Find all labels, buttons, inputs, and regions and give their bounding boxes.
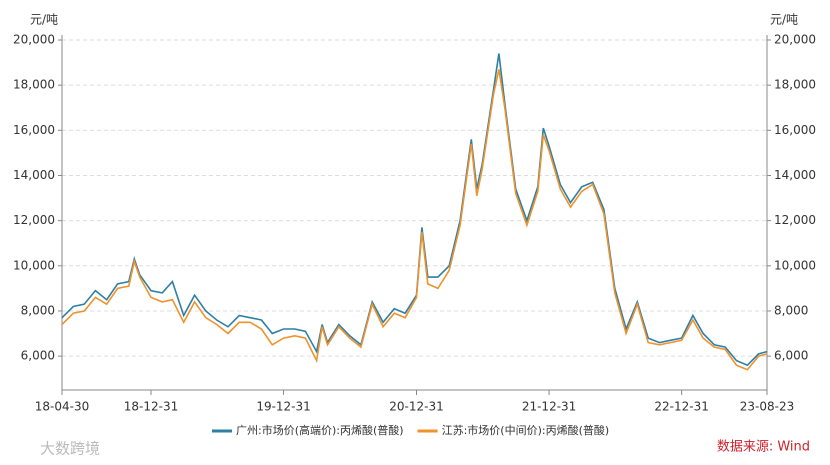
x-tick-label: 19-12-31: [256, 400, 310, 414]
x-tick-label: 20-12-31: [389, 400, 443, 414]
series-line: [61, 53, 768, 367]
y2-axis-unit: 元/吨: [770, 13, 798, 27]
legend-label: 江苏:市场价(中间价):丙烯酸(普酸): [442, 423, 610, 437]
legend-label: 广州:市场价(高端价):丙烯酸(普酸): [236, 423, 404, 437]
y2-tick-label: 18,000: [774, 78, 816, 92]
watermark: 大数跨境: [40, 440, 100, 458]
y-axis-unit: 元/吨: [30, 13, 58, 27]
y2-tick-label: 16,000: [774, 123, 816, 137]
y-tick-label: 14,000: [13, 168, 55, 182]
x-tick-label: 23-08-23: [740, 400, 794, 414]
y-tick-label: 6,000: [21, 349, 55, 363]
y2-tick-label: 8,000: [774, 303, 808, 317]
y2-tick-label: 12,000: [774, 213, 816, 227]
y-tick-label: 8,000: [21, 303, 55, 317]
series-line: [61, 69, 768, 371]
x-tick-label: 18-12-31: [124, 400, 178, 414]
y-tick-label: 20,000: [13, 33, 55, 47]
x-tick-label: 22-12-31: [654, 400, 708, 414]
y2-tick-label: 10,000: [774, 258, 816, 272]
y2-tick-label: 20,000: [774, 33, 816, 47]
source: 数据来源: Wind: [717, 440, 810, 455]
y-tick-label: 16,000: [13, 123, 55, 137]
x-tick-label: 18-04-30: [35, 400, 89, 414]
y2-tick-label: 6,000: [774, 349, 808, 363]
y-tick-label: 12,000: [13, 213, 55, 227]
x-tick-label: 21-12-31: [522, 400, 576, 414]
y-tick-label: 18,000: [13, 78, 55, 92]
y-tick-label: 10,000: [13, 258, 55, 272]
y2-tick-label: 14,000: [774, 168, 816, 182]
